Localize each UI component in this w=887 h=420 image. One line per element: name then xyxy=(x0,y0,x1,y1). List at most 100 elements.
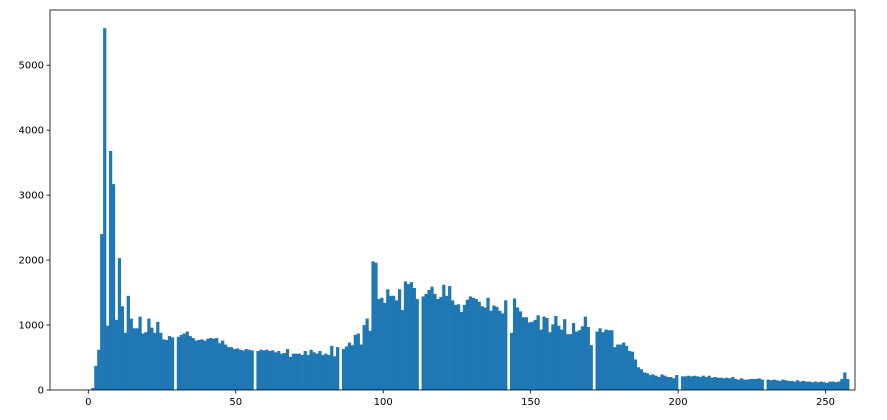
histogram-bar xyxy=(610,330,614,390)
histogram-bar xyxy=(374,262,378,390)
histogram-bar xyxy=(498,310,502,390)
histogram-bar xyxy=(91,388,95,390)
histogram-bar xyxy=(778,380,782,390)
histogram-bar xyxy=(159,332,163,390)
histogram-bar xyxy=(583,316,587,390)
histogram-bar xyxy=(787,380,791,390)
histogram-bar xyxy=(111,184,116,390)
histogram-bar xyxy=(683,376,688,390)
histogram-bar xyxy=(459,312,464,390)
histogram-bar xyxy=(510,332,514,390)
bars-layer xyxy=(91,28,850,390)
histogram-bar xyxy=(256,351,260,390)
histogram-bar xyxy=(495,306,499,390)
histogram-bar xyxy=(412,288,416,390)
histogram-bar xyxy=(801,380,806,390)
y-tick-label: 1000 xyxy=(19,321,44,332)
histogram-bar xyxy=(221,340,225,390)
histogram-bar xyxy=(504,300,508,390)
histogram-bar xyxy=(734,378,738,390)
histogram-bar xyxy=(548,332,552,390)
histogram-bar xyxy=(675,375,679,390)
histogram-bar xyxy=(212,338,216,390)
histogram-bar xyxy=(663,375,667,390)
histogram-bar xyxy=(698,377,702,390)
histogram-bar xyxy=(840,378,844,390)
histogram-bar xyxy=(247,349,251,390)
histogram-bar xyxy=(825,382,829,390)
histogram-bar xyxy=(533,319,537,390)
histogram-bar xyxy=(330,345,334,390)
histogram-bar xyxy=(185,331,189,390)
histogram-bar xyxy=(456,304,461,390)
histogram-bar xyxy=(362,325,366,390)
histogram-bar xyxy=(103,28,107,390)
histogram-bar xyxy=(129,318,133,390)
histogram-bar xyxy=(810,382,815,390)
histogram-bar xyxy=(197,339,201,390)
histogram-bar xyxy=(837,381,841,390)
x-tick-label: 0 xyxy=(85,397,91,408)
histogram-bar xyxy=(150,327,154,390)
histogram-bar xyxy=(268,351,272,390)
histogram-bar xyxy=(280,353,284,390)
histogram-bar xyxy=(318,351,322,390)
histogram-bar xyxy=(595,331,599,390)
histogram-bar xyxy=(436,299,440,390)
histogram-bar xyxy=(203,340,207,390)
histogram-bar xyxy=(748,378,753,390)
histogram-bar xyxy=(689,376,694,390)
histogram-bar xyxy=(106,325,110,390)
histogram-bar xyxy=(244,349,248,390)
histogram-bar xyxy=(306,354,310,390)
histogram-bar xyxy=(353,334,357,390)
histogram-bar xyxy=(639,369,643,390)
histogram-bar xyxy=(745,379,750,390)
histogram-bar xyxy=(666,377,670,390)
histogram-bar xyxy=(170,337,175,390)
histogram-bar xyxy=(560,329,564,390)
histogram-bar xyxy=(633,359,638,390)
histogram-bar xyxy=(324,353,328,390)
histogram-bar xyxy=(277,351,281,390)
histogram-bar xyxy=(580,326,585,390)
histogram-bar xyxy=(536,315,540,390)
histogram-bar xyxy=(294,353,298,390)
y-tick-label: 0 xyxy=(38,386,44,397)
y-tick-label: 3000 xyxy=(19,191,44,202)
histogram-bar xyxy=(344,346,349,390)
histogram-bar xyxy=(303,351,307,390)
histogram-bar xyxy=(754,378,758,390)
histogram-bar xyxy=(657,377,661,390)
histogram-bar xyxy=(489,310,493,390)
histogram-bar xyxy=(660,374,664,390)
histogram-bar xyxy=(200,339,204,390)
histogram-bar xyxy=(162,339,166,390)
histogram-bar xyxy=(451,300,455,390)
histogram-bar xyxy=(692,375,697,390)
histogram-bar xyxy=(120,306,125,390)
histogram-bar xyxy=(619,344,623,390)
histogram-bar xyxy=(707,375,711,390)
histogram-bar xyxy=(126,295,130,390)
histogram-bar xyxy=(515,307,520,390)
histogram-bar xyxy=(377,299,381,390)
x-tick-label: 150 xyxy=(521,397,540,408)
histogram-bar xyxy=(713,377,717,390)
histogram-bar xyxy=(589,345,593,390)
y-axis-ticks: 0 1000 2000 3000 4000 5000 xyxy=(19,61,50,397)
histogram-bar xyxy=(262,350,266,390)
histogram-bar xyxy=(524,317,528,390)
histogram-bar xyxy=(238,349,242,390)
histogram-bar xyxy=(359,344,363,390)
histogram-bar xyxy=(613,347,617,390)
histogram-bar xyxy=(141,333,145,390)
histogram-bar xyxy=(135,328,139,390)
histogram-bar xyxy=(380,297,384,390)
histogram-bar xyxy=(480,306,484,390)
histogram-bar xyxy=(453,304,458,390)
histogram-bar xyxy=(132,328,136,390)
histogram-bar xyxy=(176,336,181,390)
histogram-bar xyxy=(356,333,360,390)
